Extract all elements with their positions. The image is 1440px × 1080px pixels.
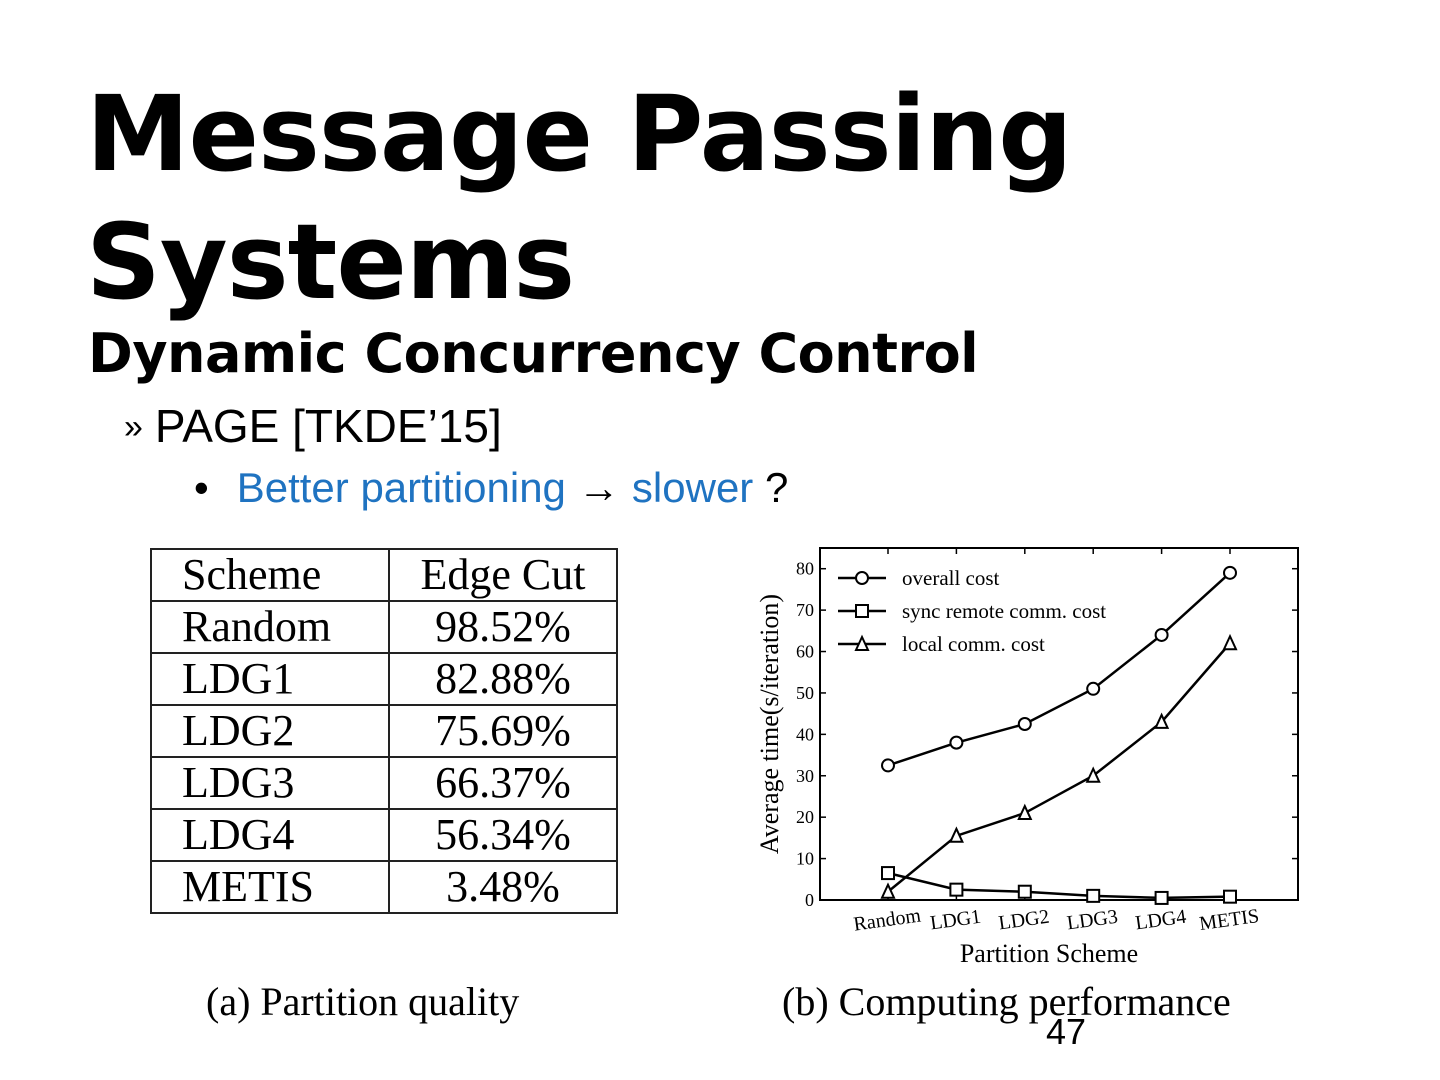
table-cell-scheme: LDG1 [152, 654, 390, 706]
chevron-bullet-icon: » [124, 408, 143, 446]
data-point-square [1086, 888, 1101, 903]
y-tick-label: 10 [796, 849, 814, 869]
series-line-triangle [887, 642, 1231, 893]
bullet-level-1-text: PAGE [TKDE’15] [154, 400, 502, 452]
data-point-circle [1154, 627, 1169, 642]
data-point-circle [1086, 681, 1101, 696]
slide-title-line-1: Message Passing [86, 73, 1073, 195]
data-point-square [1017, 884, 1032, 899]
y-tick-label: 20 [796, 807, 814, 827]
table-header-scheme: Scheme [152, 550, 390, 602]
chart-caption: (b) Computing performance [782, 979, 1231, 1024]
page-number: 47 [1046, 1011, 1087, 1052]
table-cell-edge-cut: 56.34% [390, 810, 616, 862]
table-cell-scheme: Random [152, 602, 390, 654]
table-cell-scheme: METIS [152, 862, 390, 912]
question-mark: ? [764, 464, 789, 511]
bullet-level-1: » PAGE [TKDE’15] [124, 398, 502, 455]
table-cell-scheme: LDG4 [152, 810, 390, 862]
y-tick-label: 60 [796, 642, 814, 662]
bullet-highlight-better-partitioning: Better partitioning [236, 464, 566, 511]
data-point-triangle [1085, 766, 1101, 783]
bullet-level-2: • Better partitioning → slower ? [194, 462, 788, 514]
table-cell-edge-cut: 98.52% [390, 602, 616, 654]
table-header-row: Scheme Edge Cut [152, 550, 616, 602]
x-tick-label: LDG4 [1134, 906, 1188, 935]
slide-title-line-2: Systems [86, 201, 575, 323]
series-line-circle [887, 571, 1231, 767]
table-cell-edge-cut: 66.37% [390, 758, 616, 810]
series-line-square [887, 871, 1231, 900]
x-tick-label: LDG3 [1066, 906, 1120, 935]
data-point-triangle [1017, 803, 1033, 821]
data-point-square [1223, 889, 1237, 904]
table-row: LDG2 75.69% [152, 706, 616, 758]
x-tick-label: LDG2 [997, 906, 1051, 935]
right-arrow-icon: → [577, 464, 620, 511]
y-tick-label: 80 [796, 559, 814, 579]
data-point-circle [1017, 717, 1032, 731]
data-point-square [1154, 890, 1169, 905]
table-row: METIS 3.48% [152, 862, 616, 912]
x-axis-label: Partition Scheme [960, 939, 1138, 968]
table-cell-scheme: LDG3 [152, 758, 390, 810]
legend-marker-square [855, 604, 869, 618]
data-point-triangle [1222, 633, 1238, 651]
partition-quality-table: Scheme Edge Cut Random 98.52% LDG1 82.88… [150, 548, 618, 914]
y-axis-label: Average time(s/iteration) [755, 594, 784, 854]
y-tick-label: 50 [796, 683, 814, 703]
data-point-circle [881, 758, 895, 773]
data-point-triangle [948, 826, 964, 843]
slide-subtitle: Dynamic Concurrency Control [88, 322, 979, 385]
x-tick-label: LDG1 [929, 906, 983, 935]
table-cell-edge-cut: 75.69% [390, 706, 616, 758]
dot-bullet-icon: • [194, 464, 209, 511]
legend-marker-circle [855, 571, 869, 585]
legend-label: overall cost [902, 566, 1000, 590]
table-cell-scheme: LDG2 [152, 706, 390, 758]
y-tick-label: 70 [796, 600, 814, 620]
slide-title: Message Passing Systems [86, 70, 1386, 326]
legend-marker-triangle [854, 634, 870, 651]
x-tick-label: METIS [1198, 905, 1260, 935]
data-point-square [881, 866, 895, 881]
y-tick-label: 40 [796, 724, 814, 744]
table-row: LDG4 56.34% [152, 810, 616, 862]
computing-performance-chart: 0 10 20 30 40 50 60 70 80 Random LDG1 LDG2 LDG3 LDG4 M… [755, 547, 1299, 968]
table-row: LDG1 82.88% [152, 654, 616, 706]
table-header-edge-cut: Edge Cut [390, 550, 616, 602]
data-point-triangle [880, 882, 896, 899]
data-point-triangle [1154, 712, 1170, 729]
table-row: LDG3 66.37% [152, 758, 616, 810]
data-point-circle [1223, 565, 1237, 580]
legend-label: local comm. cost [902, 632, 1045, 656]
table-row: Random 98.52% [152, 602, 616, 654]
y-tick-label: 30 [796, 766, 814, 786]
table-caption: (a) Partition quality [206, 979, 520, 1024]
table-cell-edge-cut: 3.48% [446, 862, 560, 911]
plot-frame [819, 547, 1299, 901]
data-point-square [949, 882, 964, 897]
data-point-circle [949, 735, 964, 750]
bullet-highlight-slower: slower [631, 464, 754, 511]
table-cell-edge-cut: 82.88% [390, 654, 616, 706]
y-tick-label: 0 [805, 890, 814, 910]
legend-label: sync remote comm. cost [902, 599, 1106, 623]
x-tick-label: Random [852, 904, 923, 935]
